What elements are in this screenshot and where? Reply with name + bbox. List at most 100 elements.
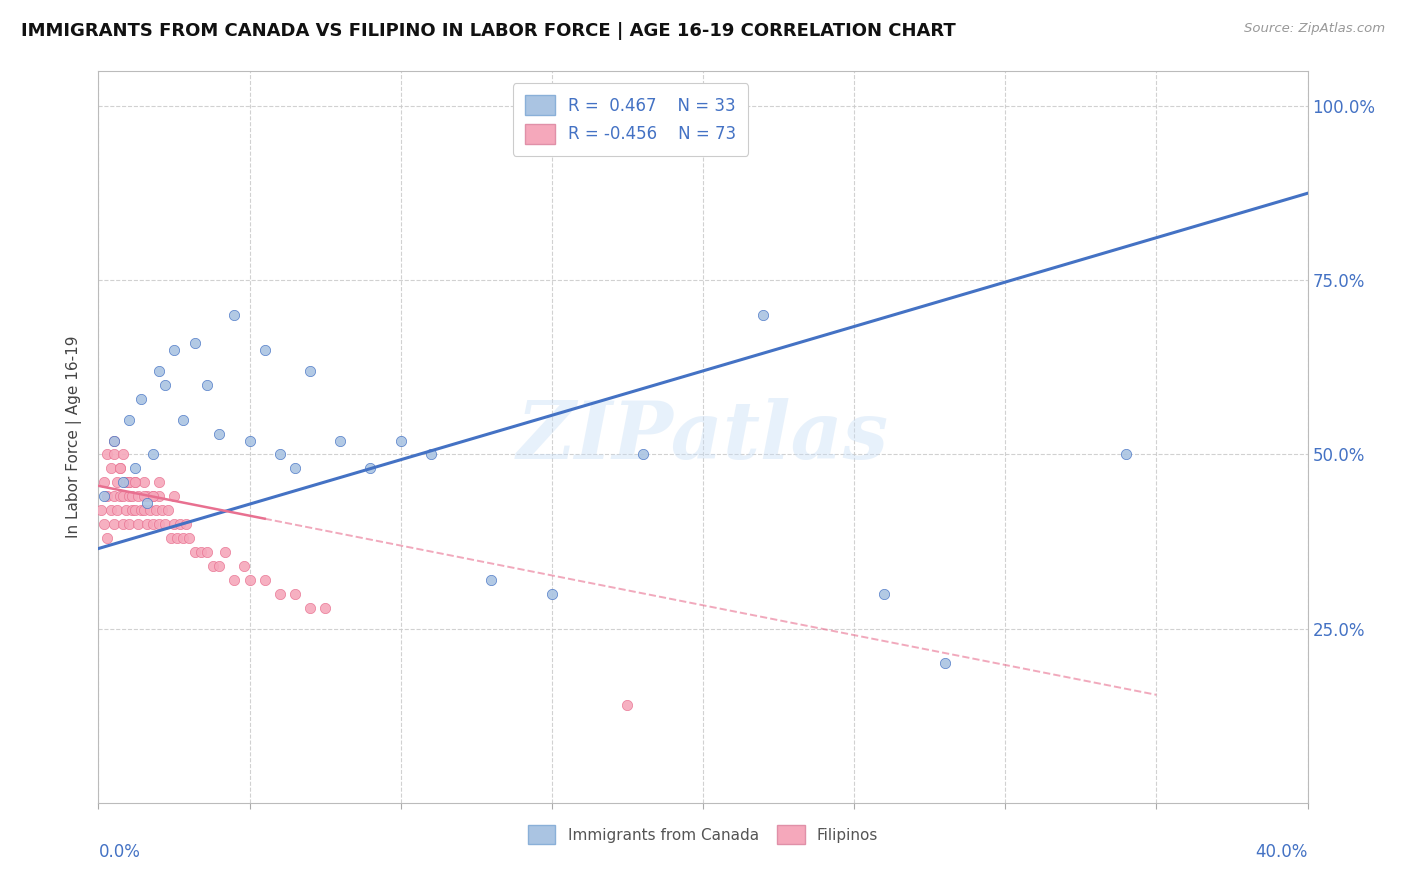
Point xyxy=(934,657,956,671)
Point xyxy=(616,698,638,713)
Point xyxy=(156,503,179,517)
Point xyxy=(129,392,152,406)
Point xyxy=(108,461,131,475)
Point xyxy=(100,461,122,475)
Point xyxy=(873,587,896,601)
Point xyxy=(208,558,231,573)
Point xyxy=(631,448,654,462)
Point xyxy=(481,573,503,587)
Point xyxy=(153,517,176,532)
Point xyxy=(329,434,352,448)
Point xyxy=(90,503,112,517)
Point xyxy=(111,448,134,462)
Point xyxy=(239,434,262,448)
Point xyxy=(118,412,141,426)
Point xyxy=(93,489,115,503)
Point xyxy=(142,517,165,532)
Point xyxy=(163,517,186,532)
Point xyxy=(153,377,176,392)
Point xyxy=(139,503,162,517)
Point xyxy=(127,489,149,503)
Point xyxy=(114,475,136,490)
Point xyxy=(118,475,141,490)
Point xyxy=(314,600,336,615)
Point xyxy=(284,461,307,475)
Point xyxy=(103,517,125,532)
Point xyxy=(179,531,201,545)
Point xyxy=(184,545,207,559)
Point xyxy=(163,489,186,503)
Point xyxy=(103,489,125,503)
Point xyxy=(121,489,143,503)
Point xyxy=(172,531,194,545)
Point xyxy=(160,531,183,545)
Point xyxy=(111,475,134,490)
Point xyxy=(118,517,141,532)
Point xyxy=(150,503,173,517)
Point xyxy=(135,489,157,503)
Point xyxy=(118,489,141,503)
Point xyxy=(253,343,276,357)
Point xyxy=(142,448,165,462)
Text: Source: ZipAtlas.com: Source: ZipAtlas.com xyxy=(1244,22,1385,36)
Point xyxy=(103,448,125,462)
Text: 0.0%: 0.0% xyxy=(98,843,141,861)
Point xyxy=(208,426,231,441)
Point xyxy=(224,308,246,322)
Point xyxy=(184,336,207,351)
Point xyxy=(420,448,443,462)
Point xyxy=(100,503,122,517)
Point xyxy=(752,308,775,322)
Point xyxy=(103,434,125,448)
Point xyxy=(132,475,155,490)
Point xyxy=(135,496,157,510)
Point xyxy=(124,503,146,517)
Point xyxy=(132,489,155,503)
Point xyxy=(195,377,218,392)
Point xyxy=(299,600,322,615)
Point xyxy=(96,531,118,545)
Point xyxy=(148,489,170,503)
Point xyxy=(108,461,131,475)
Point xyxy=(105,503,128,517)
Point xyxy=(360,461,382,475)
Point xyxy=(108,489,131,503)
Point xyxy=(111,517,134,532)
Point xyxy=(148,364,170,378)
Point xyxy=(269,587,291,601)
Point xyxy=(93,475,115,490)
Point xyxy=(105,475,128,490)
Point xyxy=(142,489,165,503)
Point xyxy=(124,475,146,490)
Point xyxy=(190,545,212,559)
Point xyxy=(103,434,125,448)
Point xyxy=(111,489,134,503)
Point xyxy=(224,573,246,587)
Point xyxy=(253,573,276,587)
Point xyxy=(239,573,262,587)
Point xyxy=(172,412,194,426)
Point xyxy=(148,475,170,490)
Point xyxy=(169,517,191,532)
Point xyxy=(202,558,225,573)
Point xyxy=(195,545,218,559)
Point xyxy=(96,489,118,503)
Point xyxy=(118,475,141,490)
Legend: Immigrants from Canada, Filipinos: Immigrants from Canada, Filipinos xyxy=(522,819,884,850)
Text: 40.0%: 40.0% xyxy=(1256,843,1308,861)
Point xyxy=(96,448,118,462)
Point xyxy=(299,364,322,378)
Point xyxy=(163,343,186,357)
Point xyxy=(389,434,412,448)
Point xyxy=(124,475,146,490)
Point xyxy=(121,503,143,517)
Point xyxy=(142,489,165,503)
Point xyxy=(1115,448,1137,462)
Point xyxy=(174,517,197,532)
Point xyxy=(540,587,562,601)
Point xyxy=(269,448,291,462)
Point xyxy=(114,503,136,517)
Point xyxy=(129,503,152,517)
Point xyxy=(132,503,155,517)
Point xyxy=(284,587,307,601)
